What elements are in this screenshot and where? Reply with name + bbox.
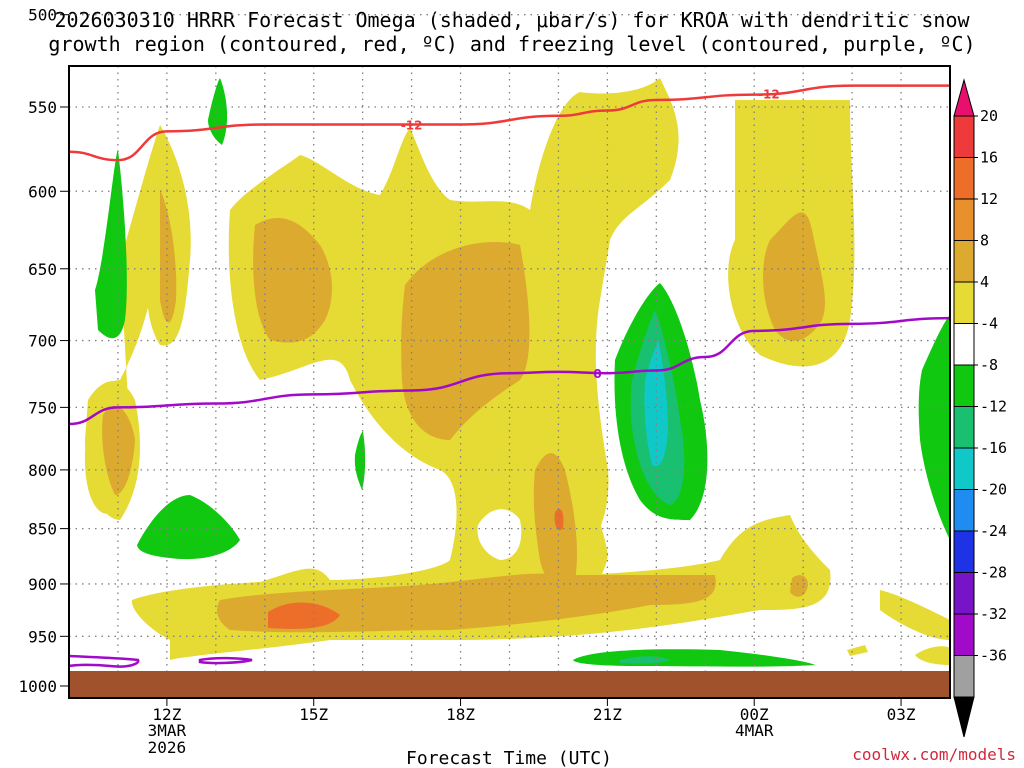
x-tick-label-18Z: 18Z bbox=[446, 705, 475, 724]
colorbar-label-7: -12 bbox=[980, 398, 1007, 416]
contour-labels: -18-12-120 bbox=[401, 87, 780, 381]
colorbar-swatch-7 bbox=[953, 364, 975, 407]
colorbar: 20 16 12 8 4 -4 -8 -12 -16 -20 -24 -28 -32 -36 bbox=[953, 78, 1007, 738]
x-tick-year-12Z: 2026 bbox=[148, 738, 187, 757]
contour-label-freezing-level-0: 0 bbox=[593, 367, 601, 381]
omega-orange-upper-left bbox=[160, 190, 177, 323]
omega-green-bottom bbox=[573, 649, 815, 667]
colorbar-label-6: -8 bbox=[980, 356, 998, 374]
grid-lines bbox=[69, 14, 950, 698]
omega-orange-mid bbox=[253, 217, 332, 343]
omega-orange-center bbox=[401, 241, 530, 440]
x-tick-date-12Z: 3MAR bbox=[148, 721, 187, 740]
colorbar-label-10: -24 bbox=[980, 522, 1007, 540]
colorbar-label-11: -28 bbox=[980, 564, 1007, 582]
colorbar-top-triangle bbox=[953, 78, 975, 117]
omega-darkorange-low bbox=[268, 602, 340, 629]
colorbar-swatch-9 bbox=[953, 447, 975, 490]
colorbar-label-4: 4 bbox=[980, 273, 989, 291]
omega-orange-low bbox=[217, 573, 716, 633]
omega-yellow-right-low bbox=[880, 590, 950, 640]
omega-green-left bbox=[95, 150, 127, 339]
y-tick-label-800: 800 bbox=[28, 461, 57, 480]
colorbar-label-13: -36 bbox=[980, 647, 1007, 665]
y-tick-label-950: 950 bbox=[28, 627, 57, 646]
omega-orange-right bbox=[763, 212, 825, 341]
x-tick-date-00Z: 4MAR bbox=[735, 721, 774, 740]
colorbar-swatch-2 bbox=[953, 157, 975, 200]
y-tick-label-700: 700 bbox=[28, 332, 57, 351]
colorbar-swatch-14 bbox=[953, 655, 975, 698]
colorbar-label-8: -16 bbox=[980, 439, 1007, 457]
contour-label-dgz-lower-1: -12 bbox=[758, 87, 780, 101]
x-tick-label-12Z: 12Z bbox=[152, 705, 181, 724]
freezing-level-surface-blobs bbox=[69, 654, 253, 668]
colorbar-swatch-10 bbox=[953, 489, 975, 532]
ground-surface bbox=[69, 671, 950, 698]
colorbar-swatch-13 bbox=[953, 613, 975, 656]
y-axis: 2503003504004505005506006507007508008509… bbox=[18, 6, 69, 696]
plot-frame bbox=[68, 65, 951, 699]
colorbar-swatch-4 bbox=[953, 240, 975, 283]
colorbar-label-9: -20 bbox=[980, 481, 1007, 499]
y-tick-label-550: 550 bbox=[28, 98, 57, 117]
colorbar-swatch-6 bbox=[953, 323, 975, 366]
colorbar-swatch-11 bbox=[953, 530, 975, 573]
omega-white-hole bbox=[477, 509, 522, 560]
y-tick-label-600: 600 bbox=[28, 182, 57, 201]
x-axis-label: Forecast Time (UTC) bbox=[406, 748, 612, 768]
chart-title-line-2: growth region (contoured, red, ºC) and f… bbox=[48, 32, 976, 56]
omega-green-top bbox=[208, 78, 228, 145]
omega-green-small bbox=[354, 431, 366, 490]
x-tick-label-21Z: 21Z bbox=[593, 705, 622, 724]
y-tick-label-1000: 1000 bbox=[18, 677, 57, 696]
contour-lines bbox=[69, 0, 950, 426]
y-tick-label-850: 850 bbox=[28, 520, 57, 539]
colorbar-label-12: -32 bbox=[980, 605, 1007, 623]
omega-darkorange-dot bbox=[554, 508, 564, 531]
y-tick-label-500: 500 bbox=[28, 6, 57, 25]
omega-shading bbox=[85, 78, 950, 667]
x-tick-label-15Z: 15Z bbox=[299, 705, 328, 724]
omega-green-right bbox=[918, 315, 950, 540]
y-tick-label-900: 900 bbox=[28, 575, 57, 594]
y-tick-label-650: 650 bbox=[28, 260, 57, 279]
credit-text: coolwx.com/models bbox=[852, 745, 1016, 764]
colorbar-label-0: 20 bbox=[980, 107, 998, 125]
x-tick-label-00Z: 00Z bbox=[740, 705, 769, 724]
colorbar-label-5: -4 bbox=[980, 315, 998, 333]
colorbar-swatch-5 bbox=[953, 281, 975, 324]
colorbar-swatch-3 bbox=[953, 198, 975, 241]
contour-freezing-level bbox=[69, 316, 950, 426]
colorbar-label-3: 8 bbox=[980, 232, 989, 250]
omega-green-lowleft bbox=[137, 495, 240, 560]
omega-teal-bottom bbox=[620, 656, 670, 664]
x-tick-label-03Z: 03Z bbox=[887, 705, 916, 724]
omega-yellow-dot bbox=[847, 645, 868, 656]
contour-label-dgz-lower-0: -12 bbox=[401, 118, 423, 132]
omega-yellow-right-low2 bbox=[915, 646, 950, 665]
freezing-blob-left bbox=[69, 654, 140, 668]
colorbar-swatch-12 bbox=[953, 572, 975, 615]
colorbar-label-1: 16 bbox=[980, 149, 998, 167]
colorbar-swatch-8 bbox=[953, 406, 975, 449]
colorbar-bottom-triangle bbox=[953, 696, 975, 738]
colorbar-swatch-1 bbox=[953, 115, 975, 158]
y-tick-label-750: 750 bbox=[28, 398, 57, 417]
contour-dgz-lower bbox=[69, 84, 950, 162]
contour-dgz-upper bbox=[69, 0, 950, 15]
colorbar-label-2: 12 bbox=[980, 190, 998, 208]
chart-title-line-1: 2026030310 HRRR Forecast Omega (shaded, … bbox=[54, 8, 970, 32]
freezing-blob-mid bbox=[198, 656, 253, 665]
